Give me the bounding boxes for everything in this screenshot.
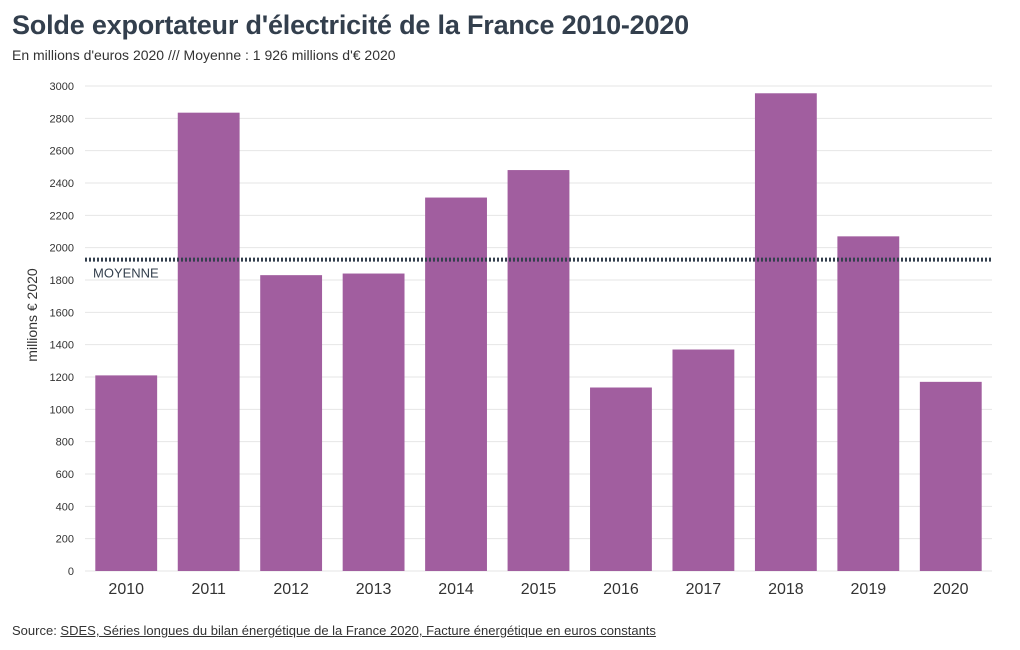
y-tick-label: 2200 xyxy=(50,210,74,222)
average-layer: MOYENNE xyxy=(85,257,992,281)
bar-2011[interactable] xyxy=(177,112,240,572)
bar-2012[interactable] xyxy=(260,275,323,571)
bar-2016[interactable] xyxy=(590,387,652,571)
x-tick-label: 2013 xyxy=(356,581,392,598)
x-tick-label: 2010 xyxy=(108,581,144,598)
y-tick-label: 800 xyxy=(56,437,74,449)
y-tick-label: 2400 xyxy=(50,178,74,190)
y-tick-label: 2000 xyxy=(50,243,74,255)
bar-2018[interactable] xyxy=(754,93,817,572)
chart-title: Solde exportateur d'électricité de la Fr… xyxy=(12,10,689,40)
bars xyxy=(95,93,982,572)
bar-2015[interactable] xyxy=(507,170,570,572)
y-tick-label: 400 xyxy=(56,501,74,513)
source-note: Source: SDES, Séries longues du bilan én… xyxy=(12,623,656,638)
y-tick-label: 1400 xyxy=(50,340,74,352)
y-tick-label: 3000 xyxy=(50,81,74,93)
y-axis-label: millions € 2020 xyxy=(24,268,40,362)
y-tick-label: 1000 xyxy=(50,404,74,416)
bar-chart: 0 200 400 600 800 1000 1200 1400 1600 1800 2000 220… xyxy=(24,81,992,598)
x-tick-label: 2018 xyxy=(768,581,804,598)
y-tick-label: 200 xyxy=(56,534,74,546)
source-prefix: Source: xyxy=(12,623,61,638)
bar-2010[interactable] xyxy=(95,375,158,571)
y-axis-ticks: 0 200 400 600 800 1000 1200 1400 1600 1800 2000 220… xyxy=(50,81,74,578)
y-tick-label: 1600 xyxy=(50,307,74,319)
y-tick-label: 600 xyxy=(56,469,74,481)
x-tick-label: 2012 xyxy=(273,581,309,598)
x-tick-label: 2016 xyxy=(603,581,639,598)
average-label: MOYENNE xyxy=(93,266,159,281)
bar-2017[interactable] xyxy=(672,349,735,571)
x-tick-label: 2015 xyxy=(521,581,557,598)
bar-2014[interactable] xyxy=(425,197,487,572)
bar-2019[interactable] xyxy=(837,236,900,571)
bar-2013[interactable] xyxy=(342,273,405,571)
x-tick-label: 2011 xyxy=(191,581,226,598)
chart-subtitle: En millions d'euros 2020 /// Moyenne : 1… xyxy=(12,47,396,63)
y-tick-label: 2600 xyxy=(50,146,74,158)
bar-2020[interactable] xyxy=(919,381,982,571)
y-tick-label: 2800 xyxy=(50,113,74,125)
x-tick-label: 2020 xyxy=(933,581,969,598)
y-tick-label: 1200 xyxy=(50,372,74,384)
x-tick-label: 2014 xyxy=(438,581,474,598)
y-tick-label: 1800 xyxy=(50,275,74,287)
source-link[interactable]: SDES, Séries longues du bilan énergétiqu… xyxy=(60,623,656,638)
x-tick-label: 2019 xyxy=(851,581,887,598)
x-axis-ticks: 2010 2011 2012 2013 2014 2015 2016 2017 2018 2019… xyxy=(108,581,968,598)
x-tick-label: 2017 xyxy=(686,581,722,598)
y-tick-label: 0 xyxy=(68,566,74,578)
